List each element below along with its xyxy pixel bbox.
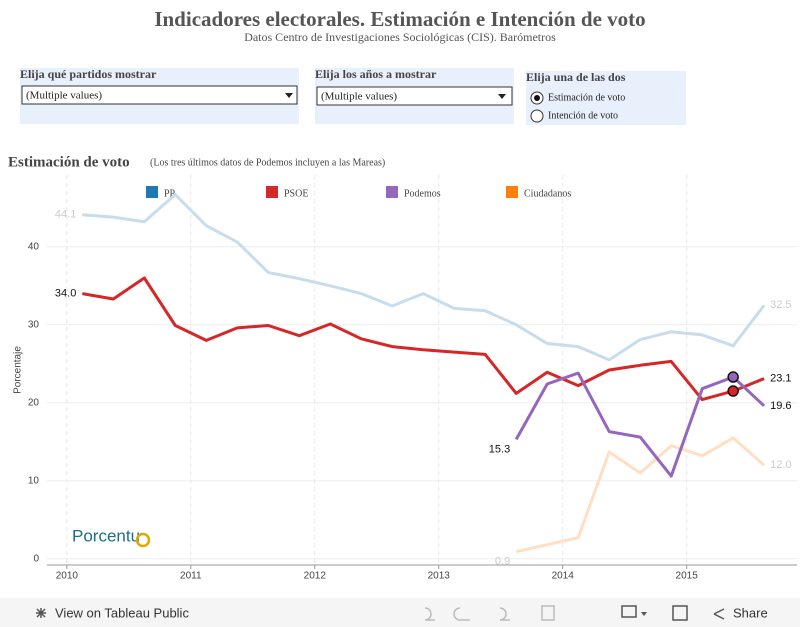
share-button[interactable]: Share <box>733 605 768 620</box>
y-tick-label: 0 <box>33 553 39 564</box>
logo: Porcentu <box>72 526 140 545</box>
legend-label: PP <box>164 188 176 199</box>
dropdown-arrow <box>498 94 506 99</box>
download-arrow <box>641 612 647 616</box>
legend-label: PSOE <box>284 188 308 199</box>
subtitle: Datos Centro de Investigaciones Sociológ… <box>244 30 556 44</box>
x-tick-label: 2010 <box>56 571 79 582</box>
toolbar <box>0 598 800 627</box>
legend-swatch <box>266 186 278 198</box>
logo-icon <box>135 532 151 548</box>
selected-point <box>727 385 739 397</box>
selected-point <box>727 371 739 383</box>
dropdown-arrow <box>285 93 293 98</box>
radio-label: Intención de voto <box>548 110 618 121</box>
data-label: 34.0 <box>55 287 76 299</box>
chart-subtitle: (Los tres últimos datos de Podemos inclu… <box>150 157 385 168</box>
download-icon[interactable] <box>621 605 637 618</box>
y-tick-label: 40 <box>28 241 40 252</box>
y-axis-title: Porcentaje <box>13 346 24 394</box>
undo-redo-revert[interactable] <box>424 607 510 621</box>
series-line <box>515 436 766 554</box>
data-label: 15.3 <box>489 443 510 455</box>
x-tick-label: 2012 <box>304 571 327 582</box>
dropdown-value: (Multiple values) <box>321 91 397 103</box>
x-tick-label: 2015 <box>676 571 699 582</box>
radio[interactable] <box>530 109 544 123</box>
chart-title: Estimación de voto <box>8 154 130 170</box>
data-label: 44.1 <box>55 209 76 221</box>
x-tick-label: 2014 <box>552 571 575 582</box>
dropdown-value: (Multiple values) <box>26 90 102 102</box>
dropdown[interactable] <box>316 86 513 106</box>
x-tick-label: 2013 <box>428 571 451 582</box>
pause-icon[interactable] <box>541 605 555 621</box>
filter-label: Elija qué partidos mostrar <box>20 67 157 81</box>
filter-panel <box>526 71 686 125</box>
series-line <box>82 193 766 362</box>
x-tick-label: 2011 <box>180 571 202 582</box>
series-line <box>514 371 766 478</box>
y-tick-label: 10 <box>28 475 40 486</box>
data-label: 12.0 <box>770 459 791 471</box>
radio-label: Estimación de voto <box>548 92 625 103</box>
data-label: 19.6 <box>770 400 791 412</box>
filter-label: Elija los años a mostrar <box>315 67 437 81</box>
data-label: 32.5 <box>770 299 791 311</box>
title: Indicadores electorales. Estimación e In… <box>154 7 645 31</box>
dropdown[interactable] <box>21 85 298 105</box>
data-label: 23.1 <box>770 372 791 384</box>
fullscreen-icon[interactable] <box>672 605 688 621</box>
y-tick-label: 20 <box>28 397 40 408</box>
filter-label: Elija una de las dos <box>526 70 626 84</box>
y-tick-label: 30 <box>28 319 40 330</box>
tableau-icon <box>36 608 46 618</box>
data-label: 0.9 <box>495 556 510 568</box>
view-link[interactable]: View on Tableau Public <box>55 605 189 620</box>
legend-label: Podemos <box>404 188 441 199</box>
legend-swatch <box>386 186 398 198</box>
legend-swatch <box>506 186 518 198</box>
legend-label: Ciudadanos <box>524 188 571 199</box>
share-icon <box>713 608 725 620</box>
legend-swatch <box>146 186 158 198</box>
radio-dot <box>534 95 540 101</box>
series-line <box>82 276 765 402</box>
